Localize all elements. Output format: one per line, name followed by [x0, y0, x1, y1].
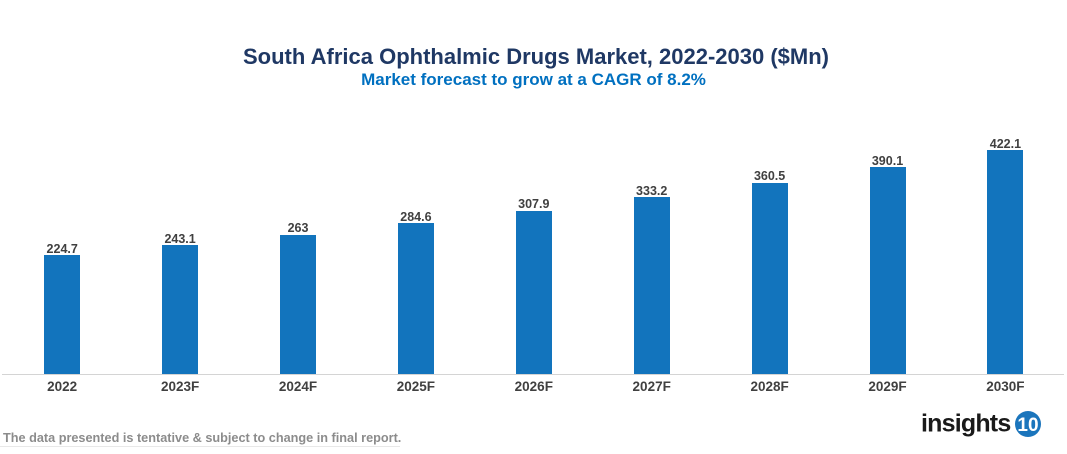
- svg-text:insights: insights: [921, 410, 1010, 438]
- svg-text:10: 10: [1017, 415, 1038, 436]
